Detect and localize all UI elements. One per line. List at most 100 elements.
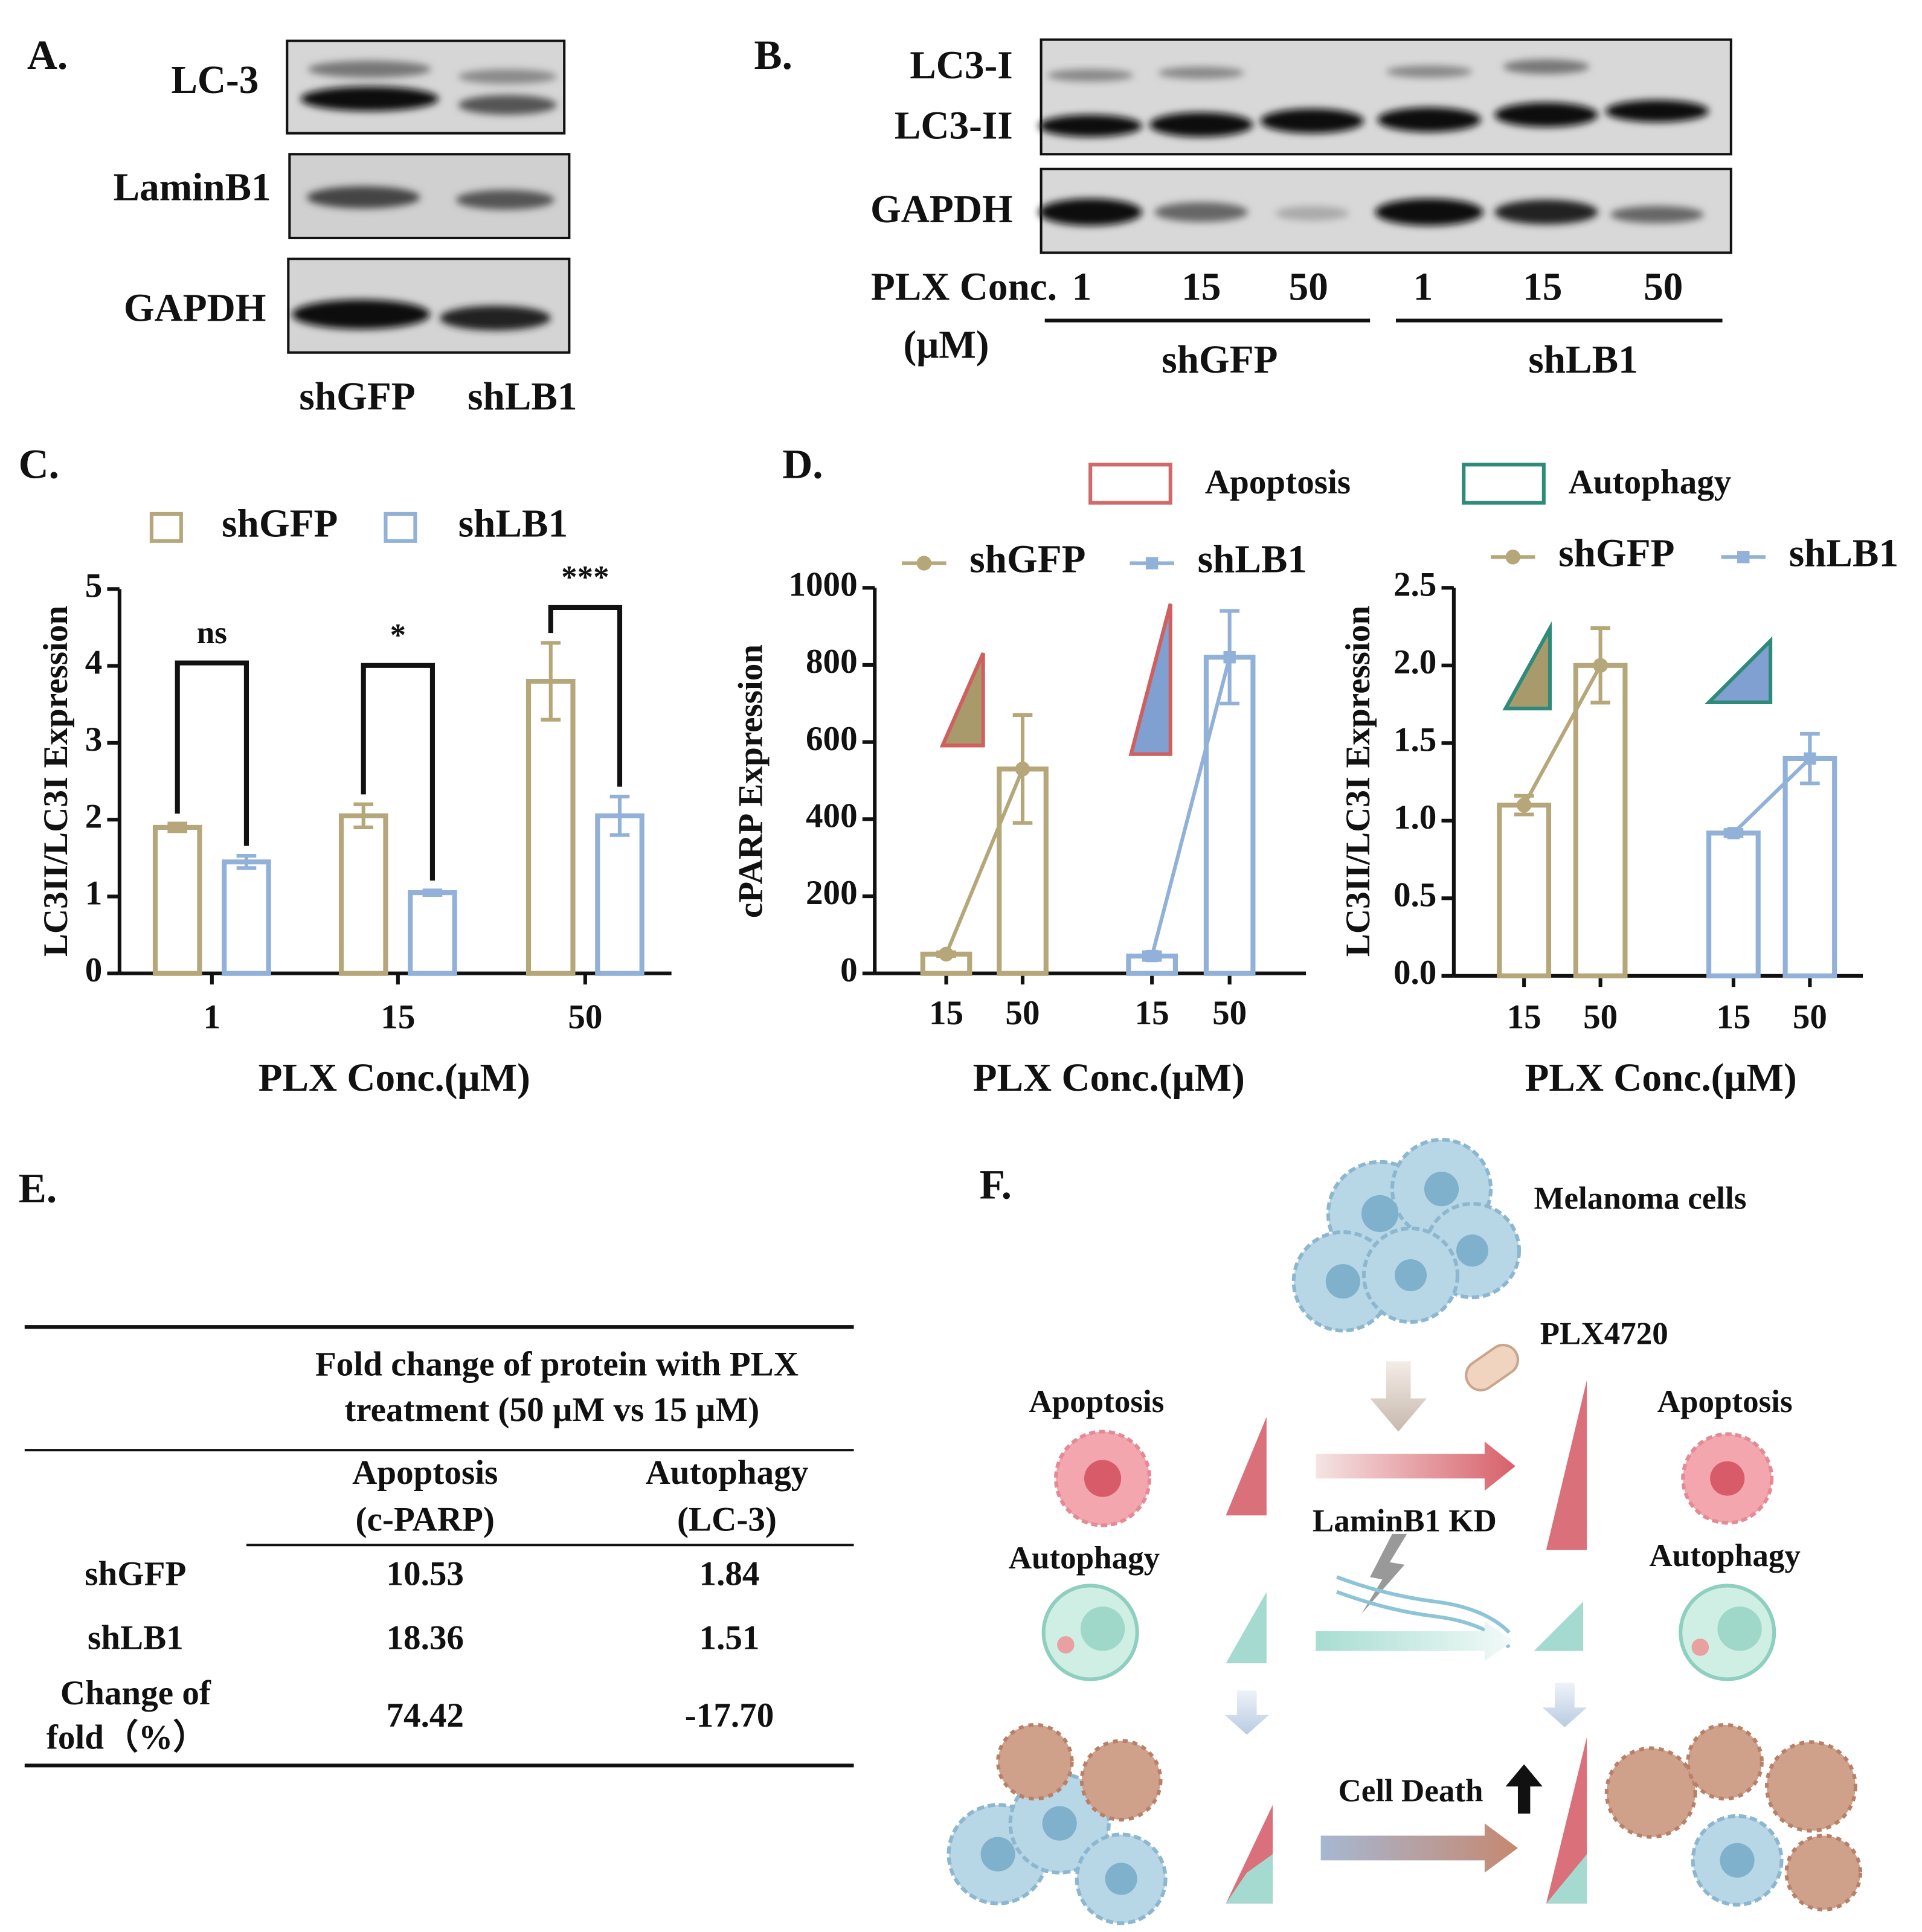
sig-bracket <box>361 663 436 881</box>
nucleus <box>1080 1606 1125 1651</box>
table-title: treatment (50 μM vs 15 μM) <box>344 1391 759 1429</box>
panel-label: E. <box>19 1166 57 1212</box>
x-tick-label: 15 <box>381 998 415 1036</box>
trend-triangle <box>1128 603 1172 756</box>
y-tick-label: 1.0 <box>1393 798 1436 836</box>
x-axis-label: PLX Conc.(μM) <box>259 1056 530 1100</box>
vesicle <box>1057 1636 1075 1654</box>
band <box>455 190 554 210</box>
y-tick-label: 0 <box>85 951 103 989</box>
point <box>1727 827 1740 839</box>
band <box>292 299 430 329</box>
band <box>458 69 557 85</box>
legend-swatch <box>149 512 183 543</box>
legend-swatch <box>384 512 417 543</box>
band <box>1386 65 1473 78</box>
column-header: Apoptosis <box>352 1454 498 1492</box>
panel-label: B. <box>754 32 792 79</box>
diagram-label: PLX4720 <box>1540 1317 1668 1352</box>
legend-label: shGFP <box>1558 531 1674 575</box>
band-label: GAPDH <box>870 188 1013 231</box>
arrow <box>1316 1621 1513 1661</box>
lane-label: 1 <box>1413 266 1433 309</box>
blot-b: LC3-I LC3-II GAPDH PLX Conc. (μM) 1 15 5… <box>870 38 1732 382</box>
cell: 10.53 <box>386 1555 464 1593</box>
band <box>1038 115 1142 137</box>
vesicle <box>1691 1638 1709 1656</box>
x-tick-label: 50 <box>1793 998 1827 1036</box>
lane-label: shGFP <box>299 375 415 419</box>
panel-label: D. <box>782 441 823 487</box>
x-tick-label: 15 <box>929 994 963 1032</box>
lane-label: shLB1 <box>468 375 577 419</box>
band-label: GAPDH <box>124 286 266 330</box>
row-label: shGFP <box>85 1555 186 1593</box>
x-axis-label: PLX Conc.(μM) <box>1525 1056 1796 1100</box>
trend-triangle <box>1546 1379 1587 1550</box>
arrow <box>1370 1361 1427 1432</box>
bar <box>1706 830 1761 978</box>
x-tick-label: 1 <box>204 998 221 1036</box>
band <box>458 95 557 115</box>
unit-label: (μM) <box>903 324 989 367</box>
x-tick-label: 15 <box>1135 994 1169 1032</box>
legend-label: Autophagy <box>1569 463 1732 501</box>
arrow <box>1320 1823 1518 1873</box>
bar <box>525 678 576 976</box>
band <box>1605 100 1709 123</box>
y-tick-label: 600 <box>806 720 858 758</box>
y-tick-label: 0.5 <box>1393 876 1436 914</box>
band-label: LC3-II <box>895 104 1013 147</box>
y-tick-label: 1.5 <box>1393 720 1436 759</box>
nucleus <box>1084 1460 1122 1497</box>
error-bar <box>236 853 257 870</box>
diagram-label: Melanoma cells <box>1534 1181 1746 1216</box>
band <box>1377 107 1481 132</box>
trend-triangle <box>1502 621 1552 711</box>
table-title: Fold change of protein with PLX <box>315 1346 799 1384</box>
sig-label: * <box>390 618 407 653</box>
conc-label: PLX Conc. <box>871 266 1057 309</box>
legend-box <box>1088 463 1172 505</box>
band <box>1158 66 1245 79</box>
cell: -17.70 <box>685 1696 774 1735</box>
trend-triangle <box>1226 1591 1267 1663</box>
up-arrow <box>1505 1764 1543 1814</box>
nucleus <box>1717 1606 1762 1651</box>
cell: 18.36 <box>386 1619 464 1657</box>
y-tick-label: 2 <box>85 797 103 835</box>
band <box>1260 108 1364 133</box>
pill <box>1465 1344 1520 1391</box>
diagram-label: LaminB1 KD <box>1313 1504 1497 1539</box>
line <box>944 768 1024 955</box>
y-tick-label: 2.5 <box>1393 565 1436 603</box>
lane-label: 50 <box>1644 266 1683 309</box>
nucleus <box>1710 1461 1745 1496</box>
lightning <box>1361 1533 1407 1614</box>
legend-marker <box>916 556 932 571</box>
bar <box>595 813 644 976</box>
error-bar <box>541 641 561 722</box>
cell: 74.42 <box>386 1696 464 1735</box>
error-bar <box>609 794 630 837</box>
x-tick-label: 50 <box>1005 994 1040 1032</box>
diagram-label: Cell Death <box>1339 1773 1483 1808</box>
blot-frame <box>286 39 566 135</box>
panel-label: C. <box>19 441 59 487</box>
bar <box>222 859 271 976</box>
band <box>1610 205 1704 223</box>
band-label: LC3-I <box>910 44 1012 88</box>
y-tick-label: 1000 <box>788 565 857 603</box>
row-label: shLB1 <box>88 1619 184 1657</box>
bar <box>1573 663 1628 978</box>
legend-label: shLB1 <box>1789 531 1898 575</box>
band <box>1494 102 1598 127</box>
legend-label: shGFP <box>969 538 1085 581</box>
point <box>1223 651 1236 664</box>
error-bar <box>167 821 188 833</box>
legend-label: Apoptosis <box>1205 463 1351 501</box>
trend-triangle <box>1704 636 1773 705</box>
column-header: (c-PARP) <box>356 1501 495 1539</box>
lane-label: 15 <box>1181 266 1221 309</box>
